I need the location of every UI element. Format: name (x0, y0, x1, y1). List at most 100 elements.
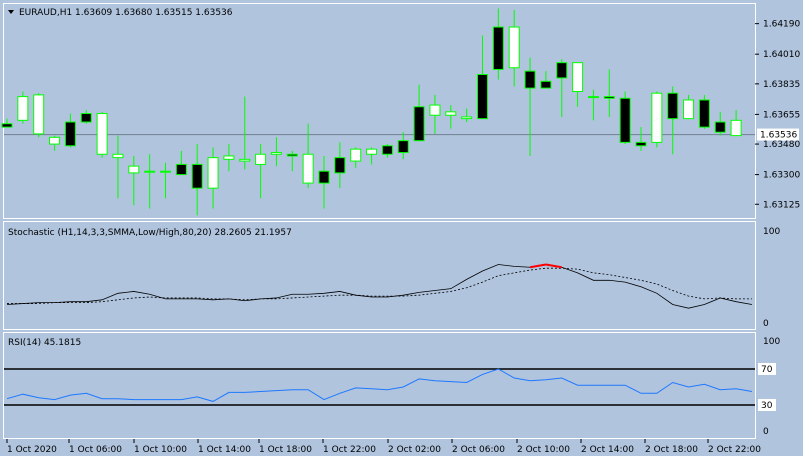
stoch-tick-0: 0 (763, 319, 769, 329)
candle (397, 132, 409, 160)
candle-body-bear (1, 123, 13, 128)
main-pane-border (3, 3, 756, 219)
stoch-tick-100: 100 (763, 227, 780, 237)
candle-body-bear (556, 62, 568, 79)
candle (33, 93, 45, 138)
candle (207, 147, 219, 209)
collapse-triangle-icon[interactable] (8, 10, 14, 14)
candle-body-bear (318, 170, 330, 184)
stoch-overbought-segment (545, 263, 562, 269)
candle-body-bear (191, 163, 203, 189)
price-candles: 1.63536 (1, 8, 799, 216)
candle (128, 155, 140, 206)
rsi-level-label-bg (758, 399, 776, 411)
candle-body-bull (160, 170, 171, 173)
candle-body-bear (635, 141, 647, 147)
time-tick-label: 1 Oct 10:00 (134, 445, 187, 455)
candle-body-bull (302, 153, 314, 184)
candle-body-bear (698, 99, 710, 128)
candle (508, 10, 520, 87)
candle-body-bull (366, 148, 378, 155)
candle-body-bull (144, 170, 156, 173)
current-price-label: 1.63536 (760, 131, 797, 141)
price-tick-label: 1.63480 (763, 140, 800, 150)
candle-body-bull (572, 62, 584, 92)
price-tick-label: 1.64010 (763, 50, 800, 60)
candle (603, 69, 615, 117)
candle-body-bear (540, 80, 552, 89)
stoch-overbought-segment (529, 263, 547, 269)
candle-body-bear (477, 74, 488, 120)
candle (334, 142, 346, 189)
rsi-lines: 70 30 (4, 363, 776, 411)
candle (651, 91, 663, 148)
candle (175, 150, 187, 176)
time-tick-label: 2 Oct 10:00 (517, 445, 570, 455)
main-pane-header: EURAUD,H1 1.63609 1.63680 1.63515 1.6353… (19, 8, 233, 18)
candle (445, 105, 457, 129)
candle (619, 91, 631, 145)
rsi-level-label: 30 (761, 401, 773, 411)
time-tick-label: 2 Oct 14:00 (581, 445, 634, 455)
candle-body-bull (651, 92, 663, 143)
candle-body-bear (334, 157, 346, 174)
candle (191, 144, 203, 216)
candle-body-bull (730, 119, 742, 137)
candle-body-bull (270, 152, 282, 155)
candle (714, 111, 726, 136)
candle-body-bull (445, 111, 457, 116)
candle-body-bear (286, 153, 298, 157)
candle-body-bull (96, 113, 108, 155)
candle-body-bear (492, 26, 504, 70)
current-price-label-bg (757, 128, 799, 141)
time-tick-label: 1 Oct 18:00 (259, 445, 312, 455)
candle-body-bull (587, 96, 599, 99)
candle-body-bull (461, 116, 473, 120)
time-tick-label: 2 Oct 22:00 (708, 445, 761, 455)
candle (144, 154, 156, 209)
candle-body-bull (128, 165, 140, 174)
candle-body-bull (207, 157, 219, 189)
candle (683, 94, 695, 120)
candle (730, 110, 742, 137)
price-tick-label: 1.63125 (763, 200, 800, 210)
rsi-level-label-bg (758, 363, 776, 375)
rsi-line (6, 368, 753, 402)
candle (1, 118, 13, 128)
price-tick-label: 1.63300 (763, 171, 800, 181)
time-tick-label: 2 Oct 02:00 (388, 445, 441, 455)
candle (302, 123, 314, 189)
candle (96, 111, 108, 158)
candle (366, 147, 378, 165)
stoch-pane-border (3, 221, 756, 330)
time-tick-label: 1 Oct 14:00 (198, 445, 251, 455)
candle (17, 91, 29, 124)
time-tick-label: 1 Oct 06:00 (69, 445, 122, 455)
candle-body-bull (33, 94, 45, 135)
rsi-level-label: 70 (761, 365, 773, 375)
price-tick-label: 1.63655 (763, 110, 800, 120)
candle-body-bull (239, 158, 251, 162)
candle-body-bear (175, 163, 187, 176)
candle (698, 94, 710, 129)
candle (540, 71, 552, 89)
price-axis: 1.64190 1.64010 1.63835 1.63655 1.63480 1.633… (755, 20, 800, 210)
stoch-main-line (6, 264, 753, 309)
candle (587, 89, 599, 121)
candle-body-bull (17, 96, 29, 121)
candle (492, 8, 504, 80)
time-axis: 1 Oct 2020 1 Oct 06:00 1 Oct 10:00 1 Oct 14… (6, 439, 761, 455)
stochastic-lines (6, 263, 753, 309)
time-tick-label: 1 Oct 2020 (7, 445, 57, 455)
candle (667, 86, 679, 155)
stoch-pane-header: Stochastic (H1,14,3,3,SMMA,Low/High,80,2… (8, 228, 292, 238)
candle (524, 57, 536, 156)
candle-body-bear (619, 97, 631, 143)
candle-body-bear (714, 121, 726, 133)
candle-body-bear (381, 145, 393, 155)
candle (461, 108, 473, 123)
candle (350, 147, 362, 168)
candle (160, 162, 171, 199)
candle (80, 110, 92, 124)
